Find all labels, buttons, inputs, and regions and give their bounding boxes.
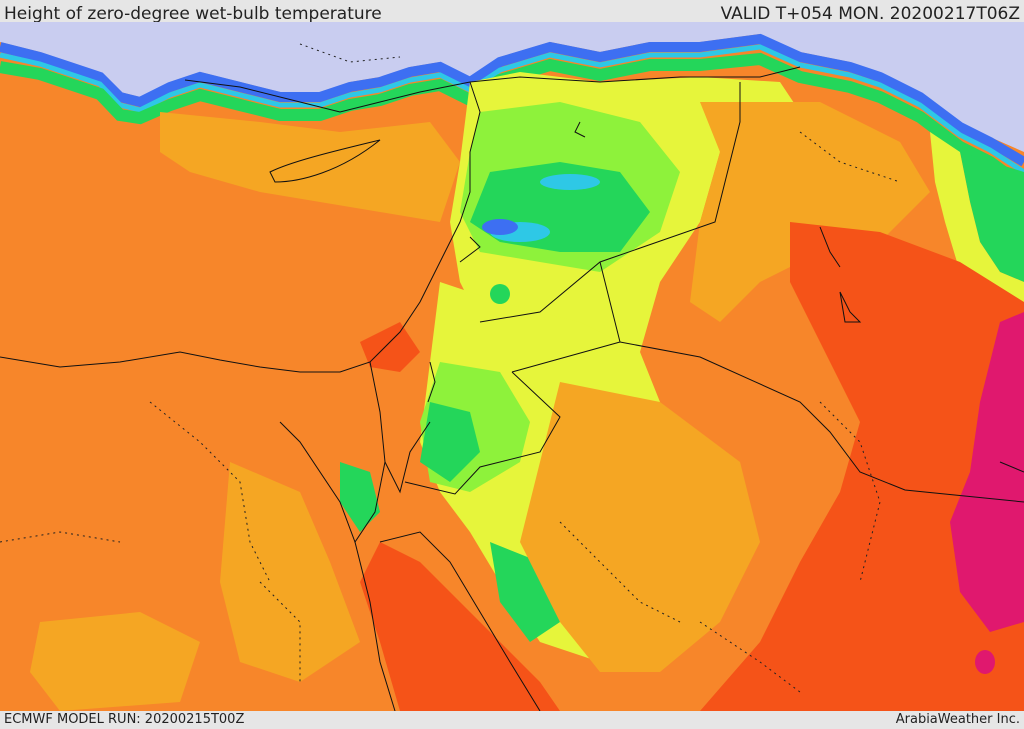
field-lightorange-egypt — [220, 462, 360, 682]
header-bar — [0, 0, 1024, 22]
field-lightorange-iraq — [690, 102, 930, 322]
field-green — [0, 52, 1024, 192]
field-dot-green — [490, 284, 510, 304]
field-redorange-med — [360, 322, 420, 372]
field-cold-sea — [0, 22, 1024, 152]
field-jordan-green — [420, 402, 480, 482]
country-borders — [404, 66, 1024, 503]
coastlines — [0, 79, 862, 711]
dotted-borders — [0, 43, 901, 693]
field-lightorange-arabia — [520, 382, 760, 672]
valid-time: VALID T+054 MON. 20200217T06Z — [720, 4, 1020, 24]
field-magenta — [950, 312, 1024, 632]
model-run-label: ECMWF MODEL RUN: 20200215T00Z — [4, 712, 245, 727]
field-east-green — [960, 152, 1024, 282]
field-levant-blue — [482, 219, 518, 235]
field-lightorange-north — [160, 112, 460, 222]
map-title: Height of zero-degree wet-bulb temperatu… — [4, 4, 382, 24]
field-blue — [0, 33, 1024, 167]
field-redorange-redsea — [360, 542, 560, 711]
field-magenta-spot — [975, 650, 995, 674]
field-sinai-green — [340, 462, 380, 532]
field-hejaz-green — [490, 542, 560, 642]
field-levant-cyan — [540, 174, 600, 190]
field-cyan — [0, 44, 1024, 175]
field-east-yellow — [930, 132, 1024, 312]
map-canvas — [0, 22, 1024, 711]
field-redorange-east — [700, 222, 1024, 711]
footer-bar — [0, 711, 1024, 729]
field-lightorange-west — [30, 612, 200, 711]
brand-label: ArabiaWeather Inc. — [895, 712, 1020, 727]
